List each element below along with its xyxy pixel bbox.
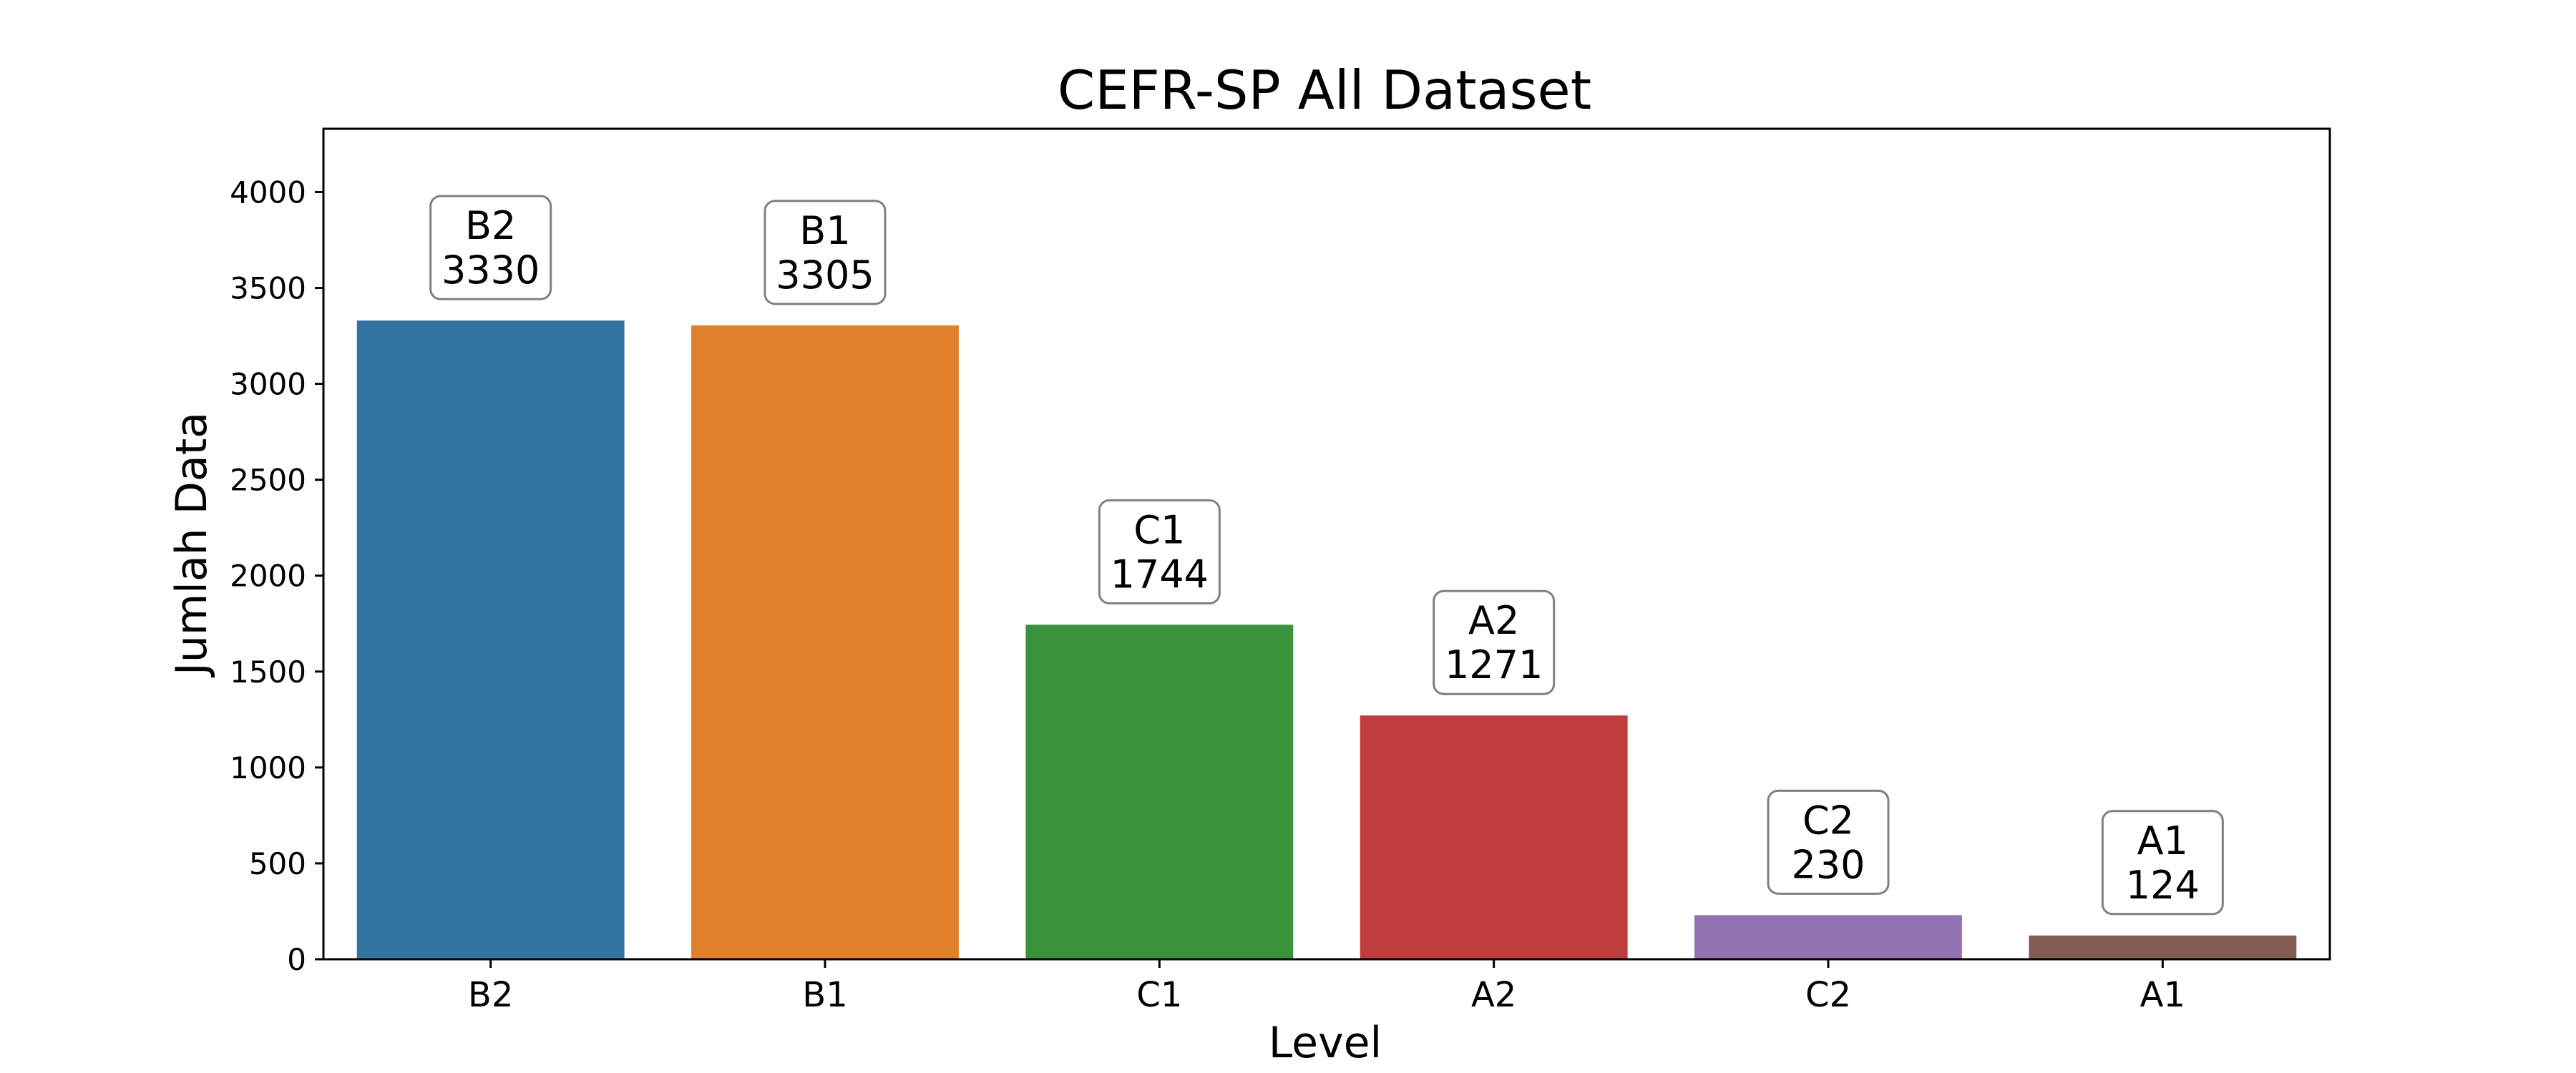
x-axis: B2 B1 C1 A2 C2 A1	[468, 959, 2185, 1015]
bar-label-category: A1	[2137, 818, 2188, 863]
x-tick-label: C2	[1805, 975, 1851, 1015]
bar-c1	[1025, 624, 1294, 959]
y-tick-label: 4000	[230, 175, 306, 210]
bars-group	[356, 320, 2297, 960]
bar-label-value: 230	[1791, 842, 1865, 887]
plot-frame	[322, 127, 2331, 961]
bar-b1	[691, 325, 959, 960]
x-tick-label: C1	[1136, 975, 1182, 1015]
y-axis: 0 500 1000 1500 2000 2500 3000 3500 4000	[230, 175, 323, 977]
y-tick-label: 3500	[230, 271, 306, 306]
x-tick-label: B1	[802, 975, 847, 1015]
bar-label-value: 3305	[776, 253, 874, 298]
bar-label-category: B1	[799, 208, 850, 253]
bar-b2	[356, 320, 625, 959]
bar-label-category: B2	[465, 203, 516, 248]
bar-label-box	[763, 200, 887, 305]
bar-label-value: 3330	[441, 248, 540, 293]
bar-label-category: A2	[1468, 598, 1519, 643]
x-tick-label: A1	[2140, 975, 2185, 1015]
y-tick-label: 1500	[230, 655, 306, 690]
bar-label-value: 124	[2126, 863, 2200, 908]
y-tick-label: 1000	[230, 750, 306, 785]
chart-title: CEFR-SP All Dataset	[1058, 59, 1591, 122]
y-tick-label: 0	[287, 942, 306, 977]
bar-label-value: 1271	[1445, 642, 1543, 687]
bar-label-box	[1098, 499, 1221, 604]
x-tick-label: A2	[1471, 975, 1516, 1015]
bar-label-box	[1767, 789, 1890, 895]
bar-c2	[1694, 915, 1962, 959]
bar-label-box	[1433, 589, 1556, 695]
bar-a2	[1360, 715, 1628, 959]
bar-label-box	[2101, 810, 2224, 916]
y-tick-label: 2500	[230, 463, 306, 498]
y-axis-label: Jumlah Data	[167, 412, 217, 678]
y-tick-label: 2000	[230, 559, 306, 594]
y-tick-label: 3000	[230, 367, 306, 402]
bar-label-value: 1744	[1111, 552, 1209, 597]
bar-a1	[2029, 935, 2297, 959]
x-axis-label: Level	[1269, 1018, 1382, 1068]
bar-label-category: C2	[1802, 798, 1854, 843]
y-tick-label: 500	[249, 846, 306, 881]
x-tick-label: B2	[468, 975, 513, 1015]
bar-label-box	[429, 195, 552, 300]
bar-label-category: C1	[1133, 507, 1185, 552]
